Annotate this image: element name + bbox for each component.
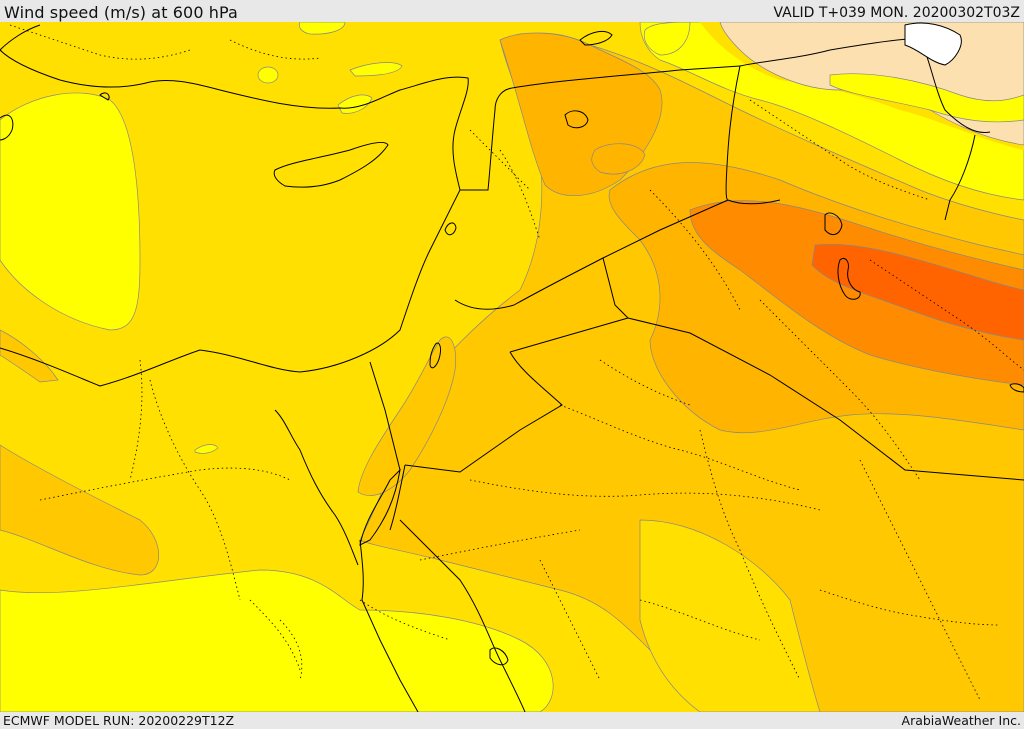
field-light-yellow-south <box>0 569 554 712</box>
valid-time-label: VALID T+039 MON. 20200302T03Z <box>773 5 1020 21</box>
header-bar: Wind speed (m/s) at 600 hPa VALID T+039 … <box>0 0 1024 22</box>
field-amber-egypt <box>0 444 160 576</box>
map-canvas <box>0 22 1024 712</box>
field-patch-4 <box>194 444 219 454</box>
province-borders <box>9 24 1024 701</box>
field-jordan-finger <box>357 336 456 496</box>
field-amber-left-edge <box>0 329 59 383</box>
field-patch-1 <box>257 66 279 84</box>
credit-label: ArabiaWeather Inc. <box>901 713 1021 728</box>
footer-bar: ECMWF MODEL RUN: 20200229T12Z ArabiaWeat… <box>0 712 1024 729</box>
field-light-yellow-ne-inner <box>829 73 1024 123</box>
field-patch-2 <box>349 62 403 77</box>
field-yellow-arabia-south <box>639 519 821 712</box>
field-patch-5 <box>298 22 346 35</box>
wind-speed-map <box>0 22 1024 712</box>
map-title: Wind speed (m/s) at 600 hPa <box>4 3 238 22</box>
country-borders <box>0 37 1024 712</box>
field-patch-3 <box>337 94 373 114</box>
field-dark-orange <box>689 200 1024 386</box>
coastlines <box>0 22 1024 712</box>
field-patch-6 <box>643 22 691 56</box>
field-light-yellow-west <box>0 92 141 331</box>
field-amber-top-left <box>0 22 520 80</box>
model-run-label: ECMWF MODEL RUN: 20200229T12Z <box>3 713 235 728</box>
field-small-orange-blob <box>591 143 646 175</box>
